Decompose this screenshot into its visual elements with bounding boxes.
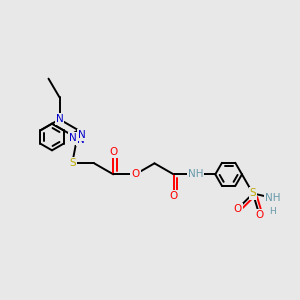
Text: H: H bbox=[269, 207, 276, 216]
Text: N: N bbox=[78, 130, 86, 140]
Text: O: O bbox=[131, 169, 140, 179]
Text: O: O bbox=[169, 191, 178, 201]
Text: O: O bbox=[109, 147, 118, 157]
Text: NH: NH bbox=[188, 169, 203, 179]
Text: N: N bbox=[77, 135, 85, 145]
Text: O: O bbox=[233, 204, 242, 214]
Text: N: N bbox=[69, 134, 76, 143]
Text: NH: NH bbox=[265, 193, 280, 203]
Text: S: S bbox=[250, 188, 256, 199]
Text: O: O bbox=[255, 211, 264, 220]
Text: S: S bbox=[69, 158, 76, 168]
Text: N: N bbox=[56, 114, 63, 124]
